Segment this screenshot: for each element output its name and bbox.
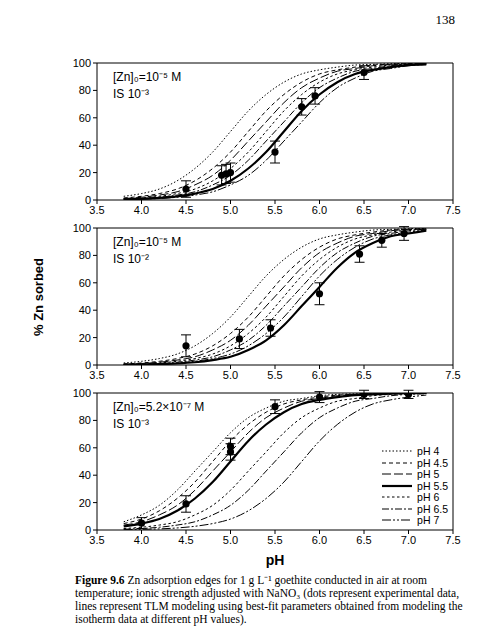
svg-text:20: 20 — [79, 332, 91, 344]
svg-text:4.0: 4.0 — [134, 204, 149, 216]
svg-text:60: 60 — [79, 277, 91, 289]
svg-text:3.5: 3.5 — [89, 534, 104, 546]
svg-text:100: 100 — [73, 222, 91, 234]
html-text:pH 7: pH 7 — [417, 514, 440, 527]
html-text:pH 5: pH 5 — [417, 468, 440, 481]
svg-text:5.0: 5.0 — [223, 534, 238, 546]
svg-text:5.5: 5.5 — [267, 204, 282, 216]
svg-text:7.0: 7.0 — [401, 204, 416, 216]
svg-text:40: 40 — [79, 139, 91, 151]
svg-text:20: 20 — [79, 167, 91, 179]
svg-text:60: 60 — [79, 112, 91, 124]
svg-text:6.0: 6.0 — [312, 204, 327, 216]
html-text:[Zn]₀=10⁻⁵ M: [Zn]₀=10⁻⁵ M — [113, 235, 182, 249]
svg-text:4.0: 4.0 — [134, 534, 149, 546]
html-text:138: 138 — [435, 12, 455, 27]
svg-text:80: 80 — [79, 414, 91, 426]
html-text:pH 6: pH 6 — [417, 491, 440, 504]
svg-text:7.0: 7.0 — [401, 369, 416, 381]
html-text:% Zn sorbed: % Zn sorbed — [30, 257, 46, 336]
svg-text:7.5: 7.5 — [445, 534, 460, 546]
svg-text:5.0: 5.0 — [223, 204, 238, 216]
html-text:pH 5.5: pH 5.5 — [417, 479, 448, 492]
html-text:IS 10⁻³: IS 10⁻³ — [113, 417, 149, 431]
svg-text:4.0: 4.0 — [134, 369, 149, 381]
svg-text:3.5: 3.5 — [89, 369, 104, 381]
svg-text:5.0: 5.0 — [223, 369, 238, 381]
svg-text:7.5: 7.5 — [445, 204, 460, 216]
html-text:Figure 9.6 Zn adsorption edges: Figure 9.6 Zn adsorption edges for 1 g L… — [75, 574, 463, 625]
html-text:pH: pH — [265, 552, 285, 568]
svg-text:100: 100 — [73, 387, 91, 399]
svg-text:6.5: 6.5 — [356, 534, 371, 546]
svg-text:0: 0 — [85, 194, 91, 206]
html-text:pH 4: pH 4 — [417, 445, 440, 458]
svg-text:6.5: 6.5 — [356, 369, 371, 381]
svg-text:80: 80 — [79, 249, 91, 261]
svg-text:20: 20 — [79, 497, 91, 509]
svg-text:7.0: 7.0 — [401, 534, 416, 546]
svg-text:4.5: 4.5 — [178, 534, 193, 546]
svg-text:5.5: 5.5 — [267, 534, 282, 546]
svg-text:0: 0 — [85, 359, 91, 371]
html-text:[Zn]₀=5.2×10⁻⁷ M: [Zn]₀=5.2×10⁻⁷ M — [113, 400, 205, 414]
html-text:IS 10⁻²: IS 10⁻² — [113, 252, 149, 266]
svg-text:0: 0 — [85, 524, 91, 536]
svg-text:6.0: 6.0 — [312, 369, 327, 381]
html-text:pH 4.5: pH 4.5 — [417, 456, 448, 469]
svg-text:40: 40 — [79, 304, 91, 316]
html-text:IS 10⁻³: IS 10⁻³ — [113, 87, 149, 101]
svg-text:6.5: 6.5 — [356, 204, 371, 216]
svg-text:60: 60 — [79, 442, 91, 454]
svg-text:80: 80 — [79, 84, 91, 96]
svg-text:40: 40 — [79, 469, 91, 481]
svg-text:4.5: 4.5 — [178, 204, 193, 216]
svg-text:7.5: 7.5 — [445, 369, 460, 381]
svg-text:4.5: 4.5 — [178, 369, 193, 381]
svg-text:5.5: 5.5 — [267, 369, 282, 381]
svg-text:3.5: 3.5 — [89, 204, 104, 216]
html-text:pH 6.5: pH 6.5 — [417, 502, 448, 515]
html-text:[Zn]₀=10⁻⁵ M: [Zn]₀=10⁻⁵ M — [113, 70, 182, 84]
svg-text:100: 100 — [73, 57, 91, 69]
svg-text:6.0: 6.0 — [312, 534, 327, 546]
